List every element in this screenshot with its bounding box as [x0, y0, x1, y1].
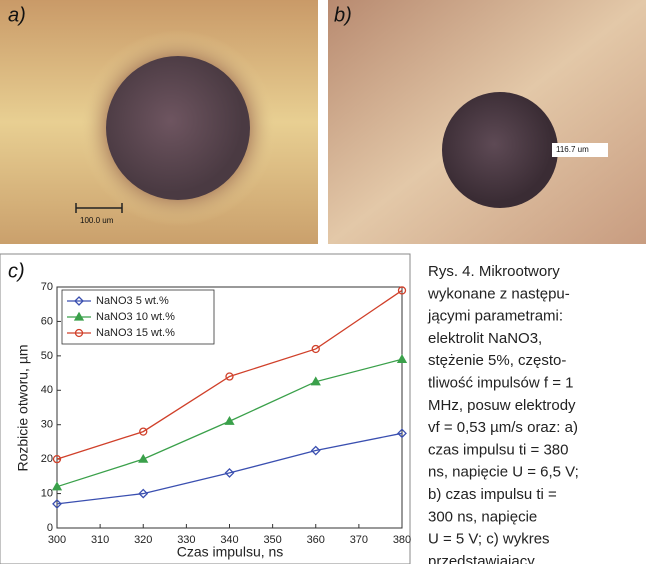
x-tick-label: 330	[177, 534, 195, 546]
x-tick-label: 300	[48, 534, 66, 546]
x-tick-label: 380	[393, 534, 411, 546]
caption-line: vf = 0,53 µm/s oraz: a)	[428, 419, 578, 436]
caption-line: przedstawiający	[428, 553, 535, 564]
x-tick-label: 320	[134, 534, 152, 546]
x-tick-label: 310	[91, 534, 109, 546]
legend-label: NaNO3 10 wt.%	[96, 311, 175, 323]
x-tick-label: 370	[350, 534, 368, 546]
legend-label: NaNO3 15 wt.%	[96, 327, 175, 339]
caption-line: MHz, posuw elektrody	[428, 397, 576, 414]
panel-label: a)	[8, 4, 26, 26]
caption-line: jącymi parametrami:	[427, 308, 563, 325]
y-tick-label: 40	[41, 384, 53, 396]
y-tick-label: 70	[41, 281, 53, 293]
caption: Rys. 4. Mikrootwory wykonane z następu-ją…	[427, 263, 579, 564]
caption-line: b) czas impulsu ti =	[428, 486, 557, 503]
y-axis-label: Rozbicie otworu, µm	[15, 344, 31, 471]
y-tick-label: 30	[41, 419, 53, 431]
photo-a: a) 100.0 um	[0, 0, 318, 244]
chart: c) Czas impulsu, ns Rozbicie otworu, µm …	[0, 254, 411, 564]
caption-line: ns, napięcie U = 6,5 V;	[428, 464, 579, 481]
x-tick-label: 340	[220, 534, 238, 546]
scale-label: 116.7 um	[556, 145, 589, 154]
page: a) 100.0 um 116.7 um b) c) Czas impulsu,…	[0, 0, 646, 564]
caption-line: stężenie 5%, często-	[428, 352, 566, 369]
y-tick-label: 60	[41, 315, 53, 327]
x-tick-label: 360	[307, 534, 325, 546]
caption-line: 300 ns, napięcie	[428, 508, 537, 525]
y-tick-label: 20	[41, 453, 53, 465]
x-tick-label: 350	[263, 534, 281, 546]
y-tick-label: 10	[41, 487, 53, 499]
caption-line: Rys. 4. Mikrootwory	[428, 263, 560, 280]
caption-line: elektrolit NaNO3,	[428, 330, 542, 347]
caption-line: wykonane z następu-	[427, 285, 570, 302]
legend-label: NaNO3 5 wt.%	[96, 295, 169, 307]
caption-line: czas impulsu ti = 380	[428, 441, 569, 458]
panel-label: b)	[334, 4, 352, 26]
scale-label: 100.0 um	[80, 216, 114, 225]
caption-line: U = 5 V; c) wykres	[428, 531, 550, 548]
x-axis-label: Czas impulsu, ns	[177, 544, 284, 560]
y-tick-label: 50	[41, 350, 53, 362]
photo-b: 116.7 um b)	[328, 0, 646, 244]
caption-line: tliwość impulsów f = 1	[428, 374, 573, 391]
y-tick-label: 0	[47, 522, 53, 534]
panel-label: c)	[8, 260, 25, 282]
